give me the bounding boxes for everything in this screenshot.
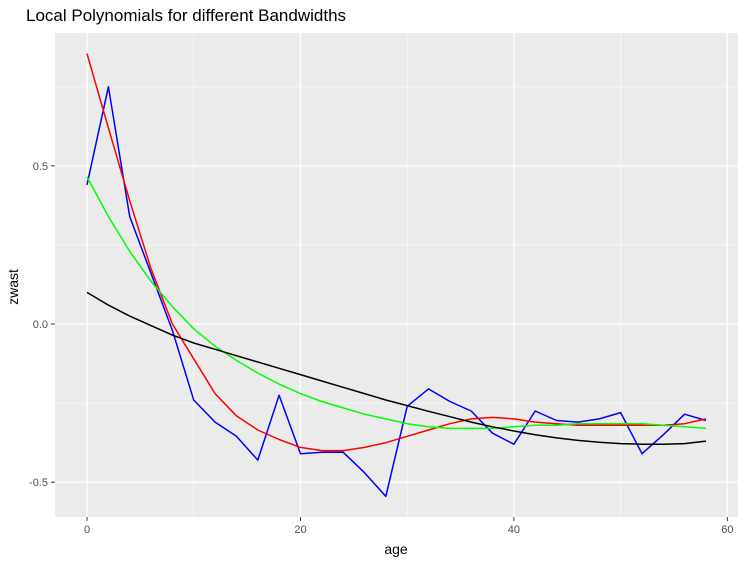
plot-panel <box>55 33 738 517</box>
x-axis-title: age <box>384 541 408 557</box>
series-line-1 <box>86 86 707 498</box>
series-layer <box>86 53 707 498</box>
series-line-4 <box>86 291 707 445</box>
y-tick-label: 0.5 <box>33 161 48 173</box>
series-line-3 <box>86 176 707 430</box>
x-tick-label: 60 <box>721 524 733 536</box>
x-tick-label: 40 <box>508 524 520 536</box>
major-gridlines <box>55 33 738 517</box>
x-tick-label: 0 <box>84 524 90 536</box>
x-tick-labels: 0 20 40 60 <box>84 524 734 536</box>
y-tick-label: 0.0 <box>33 319 48 331</box>
x-tick-label: 20 <box>294 524 306 536</box>
series-line-2 <box>86 53 707 452</box>
y-tick-labels: -0.5 0.0 0.5 <box>29 161 48 489</box>
y-tick-label: -0.5 <box>29 477 48 489</box>
chart-title: Local Polynomials for different Bandwidt… <box>26 6 346 25</box>
axis-ticks <box>51 165 728 521</box>
y-axis-title: zwast <box>5 269 21 305</box>
